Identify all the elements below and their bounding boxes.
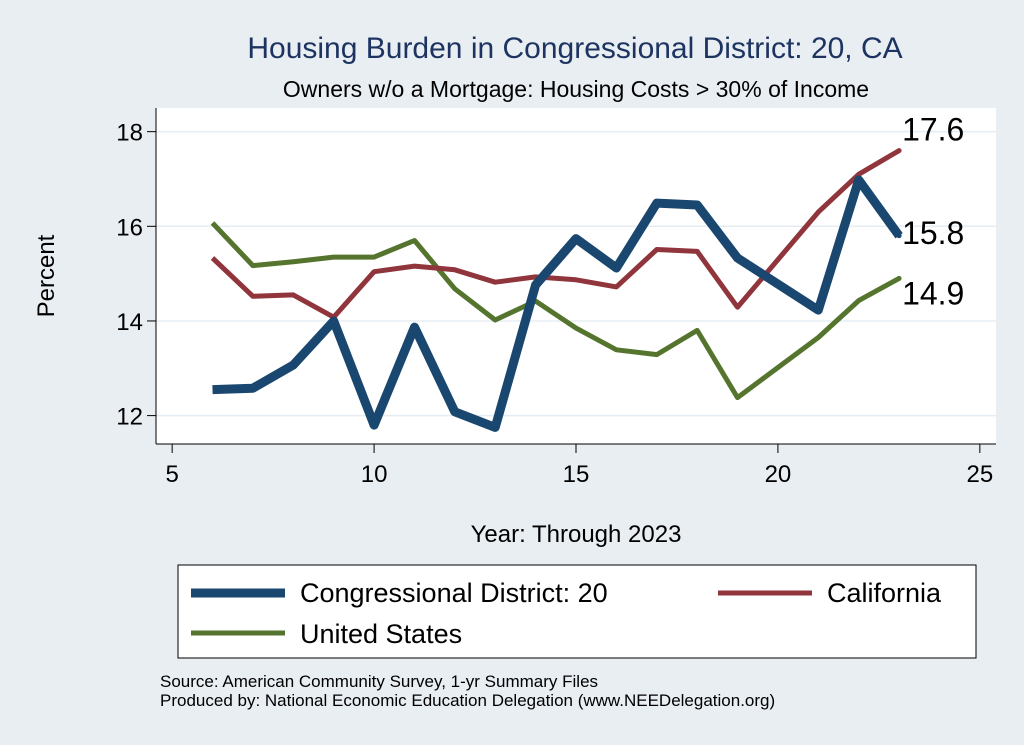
series-end-point-california — [896, 148, 902, 154]
end-labels: 15.8 17.6 14.9 — [902, 112, 964, 312]
legend-label-united-states: United States — [300, 619, 462, 649]
legend-label-congressional-district: Congressional District: 20 — [300, 578, 608, 608]
y-tick-label: 14 — [116, 309, 143, 336]
y-axis-title: Percent — [33, 234, 60, 317]
legend-label-california: California — [827, 578, 942, 608]
x-axis-title: Year: Through 2023 — [471, 521, 682, 548]
y-tick-label: 12 — [116, 404, 143, 431]
end-label-congressional-district: 15.8 — [902, 215, 964, 251]
x-tick-label: 20 — [765, 461, 792, 488]
x-tick-label: 5 — [165, 461, 178, 488]
series-line-congressional-district — [212, 175, 903, 432]
chart-subtitle: Owners w/o a Mortgage: Housing Costs > 3… — [283, 76, 869, 102]
x-tick-label: 15 — [563, 461, 590, 488]
axes: 12 14 16 18 5 10 15 20 25 — [116, 108, 996, 488]
y-tick-label: 18 — [116, 120, 143, 147]
legend: Congressional District: 20 California Un… — [177, 564, 977, 659]
legend-box — [177, 564, 977, 659]
end-label-california: 17.6 — [902, 112, 964, 148]
source-note: Source: American Community Survey, 1-yr … — [160, 672, 598, 691]
y-tick-label: 16 — [116, 214, 143, 241]
grid — [156, 130, 996, 417]
chart-title: Housing Burden in Congressional District… — [247, 32, 902, 65]
x-tick-label: 25 — [966, 461, 993, 488]
x-tick-label: 10 — [361, 461, 388, 488]
series-layer — [210, 148, 903, 432]
plot-area — [156, 108, 996, 444]
series-end-point-united-states — [896, 275, 902, 281]
series-end-point-congressional-district — [896, 233, 902, 239]
end-label-united-states: 14.9 — [902, 275, 964, 311]
produced-by-note: Produced by: National Economic Education… — [160, 691, 775, 710]
